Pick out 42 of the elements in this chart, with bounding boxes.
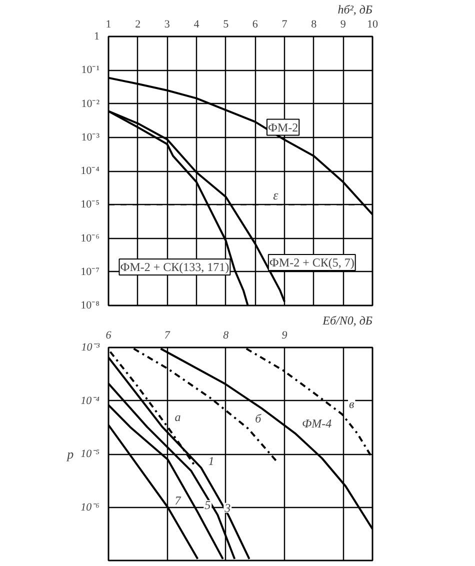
x-tick-label: 8	[311, 18, 318, 30]
annotation: 1	[208, 454, 214, 468]
x-tick-label: 5	[223, 18, 230, 30]
x-tick-label: 8	[223, 330, 230, 342]
x-tick-label: 10	[367, 18, 378, 30]
annotation: в	[348, 397, 354, 412]
annotation: б	[255, 412, 262, 426]
x-tick-label: 2	[135, 18, 141, 30]
x-tick-label: 1	[106, 18, 112, 30]
x-axis-title: hб², дБ	[338, 2, 372, 16]
x-tick-label: 7	[164, 330, 170, 342]
y-tick-label: 10⁻²	[81, 98, 100, 110]
annotation: ФМ-4	[302, 416, 332, 430]
x-tick-label: 7	[282, 18, 288, 30]
y-tick-label: 10⁻⁷	[80, 266, 100, 278]
annotation: 7	[174, 493, 182, 508]
ref-line-label: ε	[273, 188, 280, 203]
y-tick-label: 1	[94, 30, 100, 42]
annotation: 5	[204, 498, 211, 512]
annotation: ФМ-2 + СК(133, 171)	[120, 260, 230, 274]
x-tick-label: 6	[252, 18, 258, 30]
y-tick-label: 10⁻⁵	[80, 198, 100, 211]
annotation: ФМ-2	[268, 120, 298, 134]
y-tick-label: 10⁻³	[81, 342, 100, 354]
x-axis-title: Eб/N0, дБ	[322, 314, 373, 328]
annotation: ФМ-2 + СК(5, 7)	[269, 256, 354, 270]
y-axis-title: p	[66, 446, 74, 462]
x-tick-label: 3	[164, 18, 170, 30]
annotation: а	[174, 410, 181, 424]
x-tick-label: 9	[282, 330, 288, 342]
x-tick-label: 4	[194, 18, 200, 30]
x-tick-label: 6	[106, 330, 112, 342]
y-tick-label: 10⁻¹	[81, 64, 100, 76]
y-tick-label: 10⁻⁶	[80, 501, 100, 514]
y-tick-label: 10⁻⁶	[80, 232, 100, 244]
y-tick-label: 10⁻⁴	[80, 165, 100, 177]
y-tick-label: 10⁻⁵	[80, 448, 100, 460]
annotation: 3	[224, 500, 231, 515]
x-tick-label: 9	[340, 18, 346, 30]
y-tick-label: 10⁻³	[81, 131, 100, 144]
y-tick-label: 10⁻⁸	[80, 300, 100, 312]
y-tick-label: 10⁻⁴	[80, 394, 100, 407]
